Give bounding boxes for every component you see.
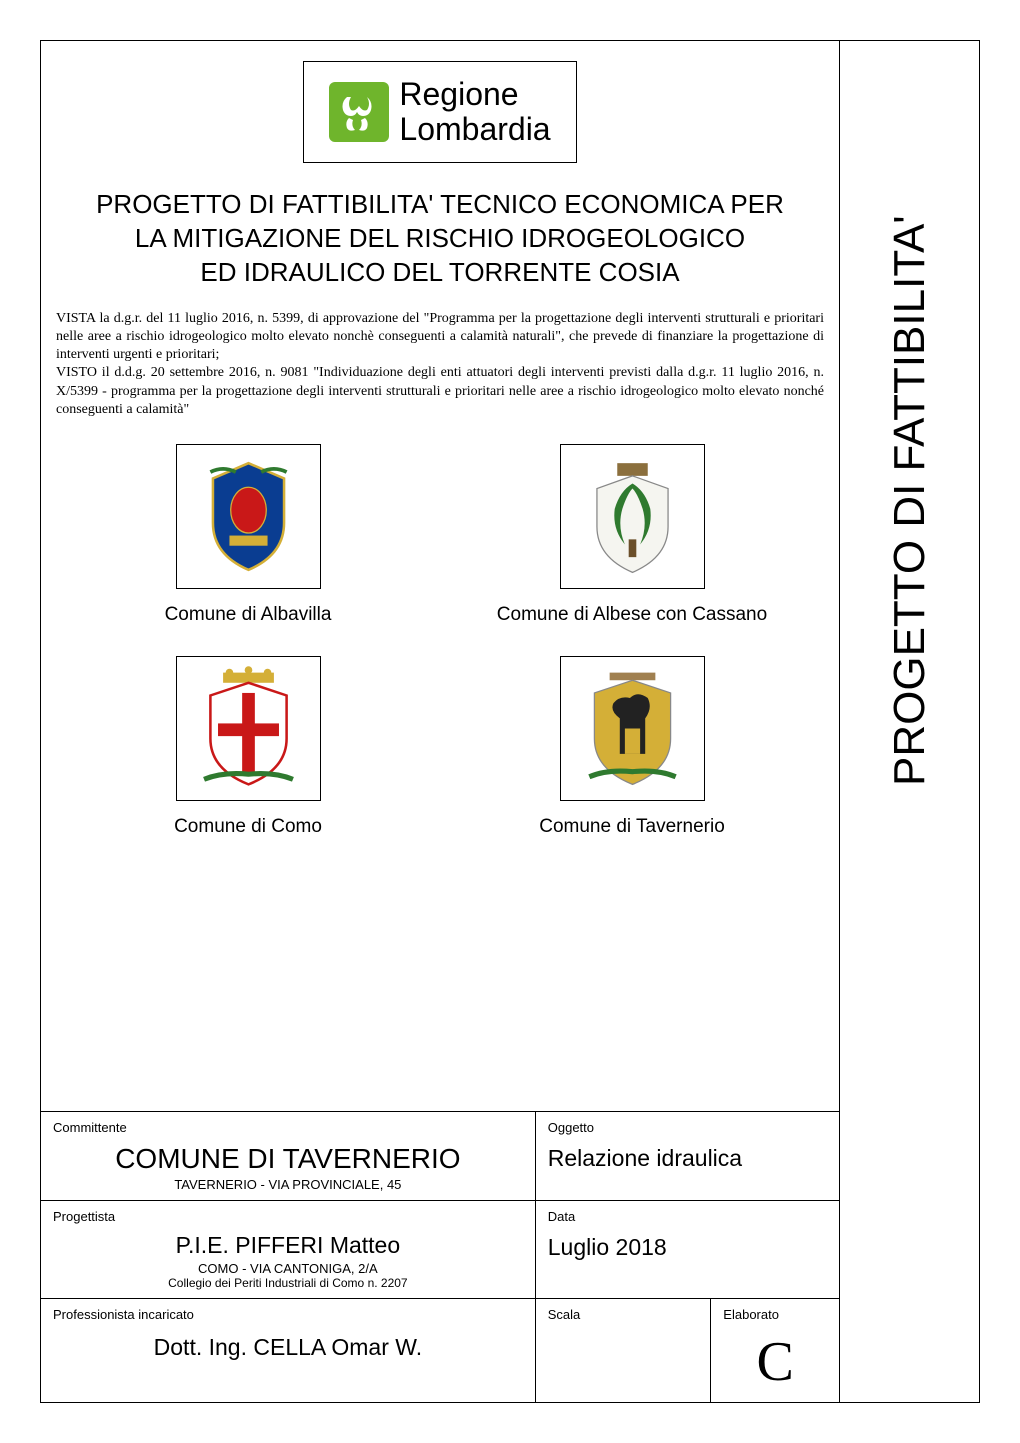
info-table: Committente COMUNE DI TAVERNERIO TAVERNE… bbox=[41, 1111, 839, 1402]
logo-section: Regione Lombardia bbox=[41, 41, 839, 173]
data-value: Luglio 2018 bbox=[548, 1234, 827, 1261]
professionista-cell: Professionista incaricato Dott. Ing. CEL… bbox=[41, 1299, 536, 1402]
left-section: Regione Lombardia PROGETTO DI FATTIBILIT… bbox=[40, 40, 840, 1403]
committente-sub: TAVERNERIO - VIA PROVINCIALE, 45 bbox=[53, 1177, 523, 1192]
professionista-label: Professionista incaricato bbox=[53, 1307, 523, 1322]
comune-albavilla-crest bbox=[176, 444, 321, 589]
scala-label: Scala bbox=[548, 1307, 699, 1322]
comune-albese-crest bbox=[560, 444, 705, 589]
title-line2: LA MITIGAZIONE DEL RISCHIO IDROGEOLOGICO bbox=[51, 222, 829, 256]
comuni-section: Comune di Albavilla Comune di Albese con… bbox=[41, 434, 839, 868]
vertical-title: PROGETTO DI FATTIBILITA' bbox=[885, 246, 935, 786]
elaborato-cell: Elaborato C bbox=[711, 1299, 839, 1402]
scala-cell: Scala bbox=[536, 1299, 712, 1402]
data-cell: Data Luglio 2018 bbox=[536, 1201, 839, 1298]
committente-label: Committente bbox=[53, 1120, 523, 1135]
info-row-2: Progettista P.I.E. PIFFERI Matteo COMO -… bbox=[41, 1201, 839, 1299]
logo-box: Regione Lombardia bbox=[303, 61, 576, 163]
logo-text: Regione Lombardia bbox=[399, 77, 550, 147]
progettista-value: P.I.E. PIFFERI Matteo bbox=[53, 1232, 523, 1259]
main-container: Regione Lombardia PROGETTO DI FATTIBILIT… bbox=[40, 40, 980, 1403]
title-line3: ED IDRAULICO DEL TORRENTE COSIA bbox=[51, 256, 829, 290]
document-page: Regione Lombardia PROGETTO DI FATTIBILIT… bbox=[0, 0, 1020, 1443]
comune-albavilla: Comune di Albavilla bbox=[71, 444, 425, 626]
comune-como-crest bbox=[176, 656, 321, 801]
title-section: PROGETTO DI FATTIBILITA' TECNICO ECONOMI… bbox=[41, 173, 839, 304]
progettista-cell: Progettista P.I.E. PIFFERI Matteo COMO -… bbox=[41, 1201, 536, 1298]
professionista-value: Dott. Ing. CELLA Omar W. bbox=[53, 1334, 523, 1361]
elaborato-label: Elaborato bbox=[723, 1307, 827, 1322]
progettista-sub1: COMO - VIA CANTONIGA, 2/A bbox=[53, 1261, 523, 1276]
comune-como-label: Comune di Como bbox=[71, 816, 425, 838]
legal-text: VISTA la d.g.r. del 11 luglio 2016, n. 5… bbox=[41, 305, 839, 434]
comune-como: Comune di Como bbox=[71, 656, 425, 838]
data-label: Data bbox=[548, 1209, 827, 1224]
progettista-label: Progettista bbox=[53, 1209, 523, 1224]
comune-tavernerio: Comune di Tavernerio bbox=[455, 656, 809, 838]
oggetto-cell: Oggetto Relazione idraulica bbox=[536, 1112, 839, 1200]
elaborato-value: C bbox=[723, 1330, 827, 1394]
progettista-sub2: Collegio dei Periti Industriali di Como … bbox=[53, 1276, 523, 1290]
logo-line1: Regione bbox=[399, 77, 550, 112]
title-line1: PROGETTO DI FATTIBILITA' TECNICO ECONOMI… bbox=[51, 188, 829, 222]
logo-line2: Lombardia bbox=[399, 112, 550, 147]
comune-tavernerio-label: Comune di Tavernerio bbox=[455, 816, 809, 838]
comune-albese: Comune di Albese con Cassano bbox=[455, 444, 809, 626]
logo-content: Regione Lombardia bbox=[329, 77, 550, 147]
info-row-3: Professionista incaricato Dott. Ing. CEL… bbox=[41, 1299, 839, 1402]
committente-value: COMUNE DI TAVERNERIO bbox=[53, 1143, 523, 1175]
right-sidebar: PROGETTO DI FATTIBILITA' bbox=[840, 40, 980, 1403]
comune-albese-label: Comune di Albese con Cassano bbox=[455, 604, 809, 626]
oggetto-value: Relazione idraulica bbox=[548, 1145, 827, 1172]
comune-albavilla-label: Comune di Albavilla bbox=[71, 604, 425, 626]
oggetto-label: Oggetto bbox=[548, 1120, 827, 1135]
comune-tavernerio-crest bbox=[560, 656, 705, 801]
committente-cell: Committente COMUNE DI TAVERNERIO TAVERNE… bbox=[41, 1112, 536, 1200]
info-row-1: Committente COMUNE DI TAVERNERIO TAVERNE… bbox=[41, 1112, 839, 1201]
regione-lombardia-icon bbox=[329, 82, 389, 142]
